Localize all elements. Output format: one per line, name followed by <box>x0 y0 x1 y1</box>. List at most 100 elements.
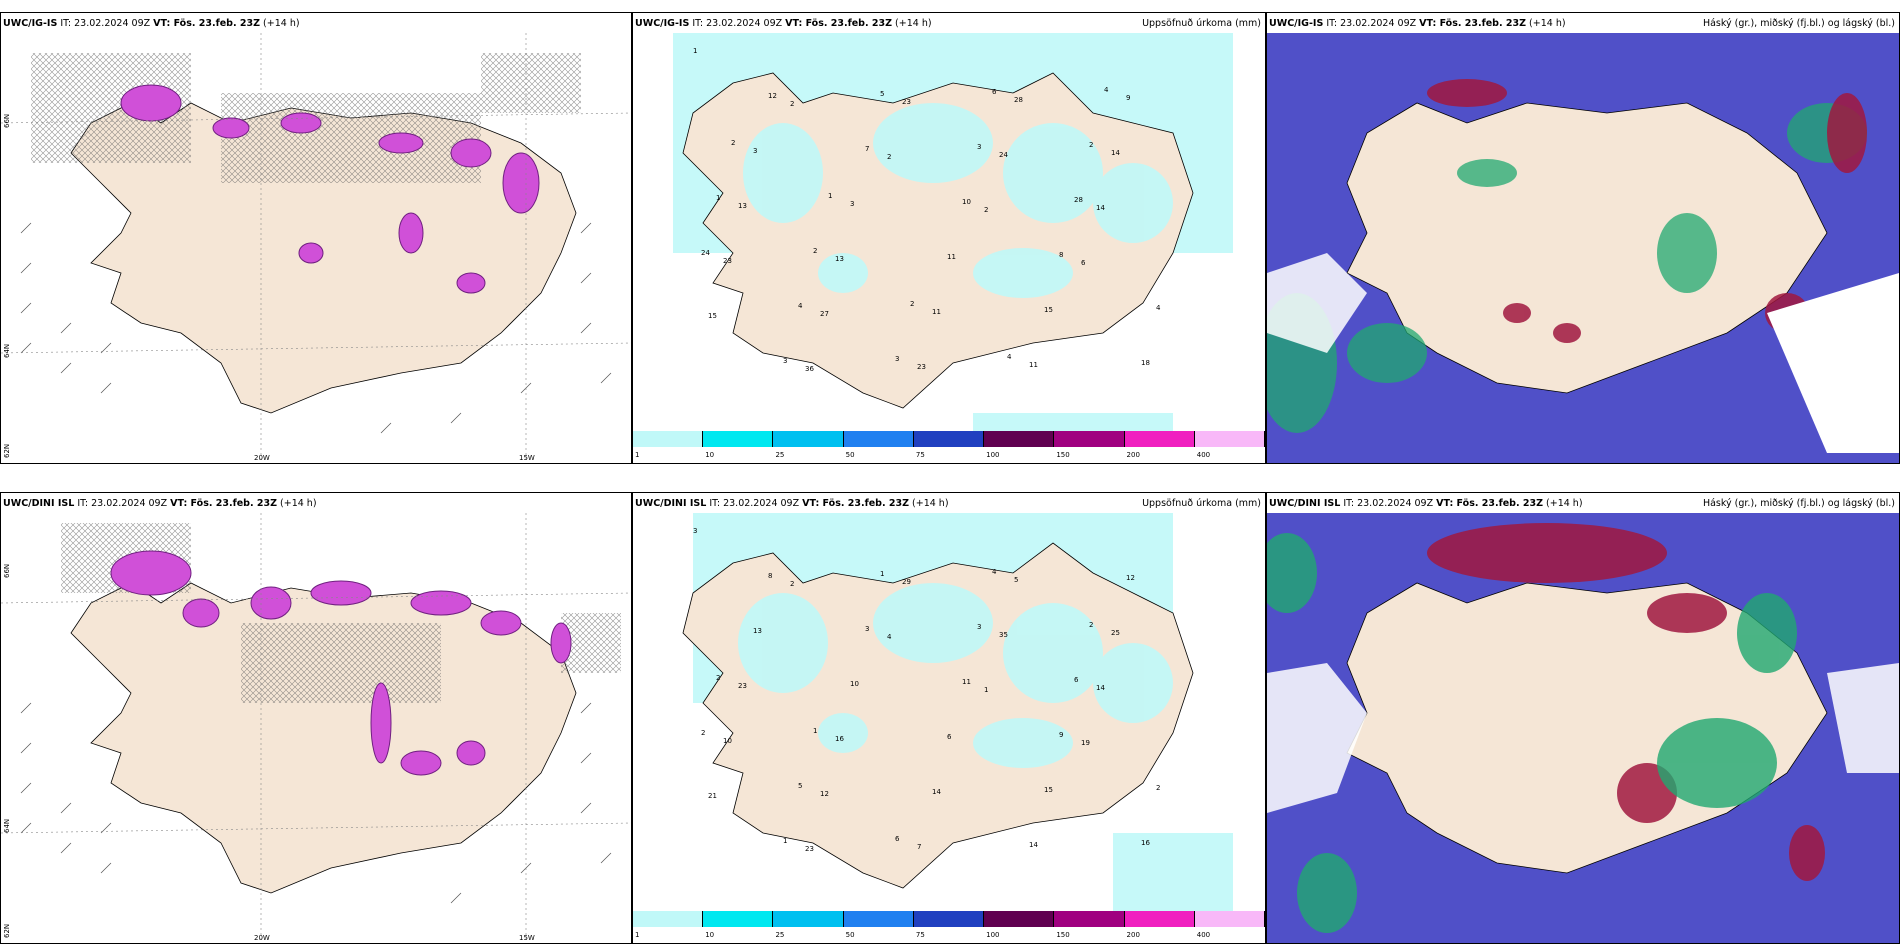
precip-panel-top: UWC/IG-IS IT: 23.02.2024 09Z VT: Fös. 23… <box>632 12 1266 464</box>
precip-value-label: 4 <box>887 633 892 641</box>
colorbar-segment <box>1194 911 1265 927</box>
precip-value-label: 1 <box>880 570 884 578</box>
cloud-panel-bottom: UWC/DINI ISL IT: 23.02.2024 09Z VT: Fös.… <box>1266 492 1900 944</box>
panel-legend-title: Uppsöfnuð úrkoma (mm) <box>1142 498 1261 509</box>
colorbar-tick-label: 50 <box>845 931 855 939</box>
precip-value-label: 1 <box>828 192 832 200</box>
precip-value-labels: 3241192123293514101275252316141412131061… <box>693 527 1160 853</box>
precip-value-label: 29 <box>902 578 911 586</box>
precip-value-label: 11 <box>962 678 971 686</box>
precip-value-label: 16 <box>1141 839 1150 847</box>
colorbar-segment <box>1124 431 1195 447</box>
colorbar-tick-label: 10 <box>705 931 715 939</box>
precip-value-label: 21 <box>708 792 717 800</box>
snow-areas <box>110 550 572 776</box>
colorbar-tick-label: 1 <box>635 931 640 939</box>
colorbar-segment <box>1194 431 1265 447</box>
lat-label-66n: 66N <box>3 113 11 128</box>
precip-value-label: 13 <box>753 627 762 635</box>
cloud-map[interactable] <box>1267 513 1899 943</box>
precip-value-label: 3 <box>753 147 757 155</box>
precip-value-label: 36 <box>805 365 814 373</box>
colorbar-segment <box>703 911 774 927</box>
precip-value-label: 23 <box>917 363 926 371</box>
lon-label-20w: 20W <box>254 934 270 942</box>
lon-label-15w: 15W <box>519 934 535 942</box>
panel-title: UWC/DINI ISL IT: 23.02.2024 09Z VT: Fös.… <box>3 498 317 509</box>
precip-value-label: 11 <box>1029 361 1038 369</box>
precip-value-label: 9 <box>1126 94 1130 102</box>
precip-value-label: 2 <box>887 153 891 161</box>
precip-value-label: 14 <box>1111 149 1120 157</box>
precip-panel-bottom: UWC/DINI ISL IT: 23.02.2024 09Z VT: Fös.… <box>632 492 1266 944</box>
precip-value-label: 3 <box>895 355 899 363</box>
panel-title: UWC/IG-IS IT: 23.02.2024 09Z VT: Fös. 23… <box>1269 18 1566 29</box>
precip-value-label: 14 <box>1096 204 1105 212</box>
precip-value-label: 2 <box>984 206 988 214</box>
wind-snow-map[interactable] <box>1 33 631 463</box>
colorbar-tick-label: 75 <box>915 451 925 459</box>
colorbar-segment <box>913 911 985 927</box>
precip-value-label: 23 <box>805 845 814 853</box>
precip-value-label: 18 <box>1141 359 1150 367</box>
cloud-map[interactable] <box>1267 33 1899 463</box>
wind-snow-map[interactable] <box>1 513 631 943</box>
colorbar-tick-label: 25 <box>775 931 785 939</box>
colorbar-tick-label: 25 <box>775 451 785 459</box>
panel-legend-title: Háský (gr.), miðský (fj.bl.) og lágský (… <box>1702 18 1895 29</box>
precip-value-label: 10 <box>723 737 732 745</box>
panel-title: UWC/IG-IS IT: 23.02.2024 09Z VT: Fös. 23… <box>3 18 300 29</box>
precip-value-label: 3 <box>783 357 787 365</box>
precip-value-label: 6 <box>992 88 997 96</box>
panel-legend-title: Háský (gr.), miðský (fj.bl.) og lágský (… <box>1702 498 1895 509</box>
precip-value-label: 14 <box>1096 684 1105 692</box>
precip-value-label: 2 <box>790 580 794 588</box>
wind-snow-panel-top: UWC/IG-IS IT: 23.02.2024 09Z VT: Fös. 23… <box>0 12 632 464</box>
lon-label-15w: 15W <box>519 454 535 462</box>
precip-value-label: 3 <box>693 527 697 535</box>
precip-value-label: 7 <box>917 843 921 851</box>
precip-value-label: 4 <box>1104 86 1109 94</box>
precip-value-labels: 1222615362324142327232814131311119331115… <box>693 47 1161 373</box>
panel-legend-title: Uppsöfnuð úrkoma (mm) <box>1142 18 1261 29</box>
precip-value-label: 6 <box>1081 259 1086 267</box>
precip-value-label: 9 <box>1059 731 1063 739</box>
precip-map[interactable]: 3241192123293514101275252316141412131061… <box>633 513 1265 923</box>
precip-value-label: 3 <box>865 625 869 633</box>
precip-value-label: 35 <box>999 631 1008 639</box>
lat-label-62n: 62N <box>3 443 11 458</box>
precip-value-label: 12 <box>1126 574 1135 582</box>
precip-value-label: 2 <box>790 100 794 108</box>
precip-value-label: 14 <box>1029 841 1038 849</box>
lat-label-64n: 64N <box>3 343 11 358</box>
precip-value-label: 2 <box>1089 141 1093 149</box>
colorbar-segment <box>773 911 844 927</box>
precip-value-label: 13 <box>738 202 747 210</box>
precip-value-label: 1 <box>813 727 817 735</box>
precip-value-label: 27 <box>820 310 829 318</box>
precip-value-label: 11 <box>947 253 956 261</box>
precip-value-label: 3 <box>977 143 981 151</box>
precip-value-label: 6 <box>1074 676 1079 684</box>
precip-value-label: 28 <box>1074 196 1083 204</box>
precip-value-label: 3 <box>850 200 854 208</box>
precip-value-label: 15 <box>708 312 717 320</box>
precip-value-label: 6 <box>947 733 952 741</box>
precip-value-label: 5 <box>880 90 884 98</box>
precip-value-label: 10 <box>850 680 859 688</box>
colorbar-segment <box>913 431 985 447</box>
precip-value-label: 4 <box>1007 353 1012 361</box>
colorbar-segment <box>1054 911 1125 927</box>
cloud-panel-top: UWC/IG-IS IT: 23.02.2024 09Z VT: Fös. 23… <box>1266 12 1900 464</box>
colorbar-tick-label: 150 <box>1056 451 1070 459</box>
colorbar-segment <box>633 431 704 447</box>
precip-value-label: 8 <box>1059 251 1063 259</box>
colorbar-tick-label: 50 <box>845 451 855 459</box>
precip-value-label: 4 <box>992 568 997 576</box>
precip-value-label: 3 <box>977 623 981 631</box>
precip-map[interactable]: 1222615362324142327232814131311119331115… <box>633 33 1265 443</box>
precip-value-label: 1 <box>984 686 988 694</box>
precip-value-label: 24 <box>999 151 1008 159</box>
precip-value-label: 25 <box>1111 629 1120 637</box>
precip-value-label: 1 <box>783 837 787 845</box>
